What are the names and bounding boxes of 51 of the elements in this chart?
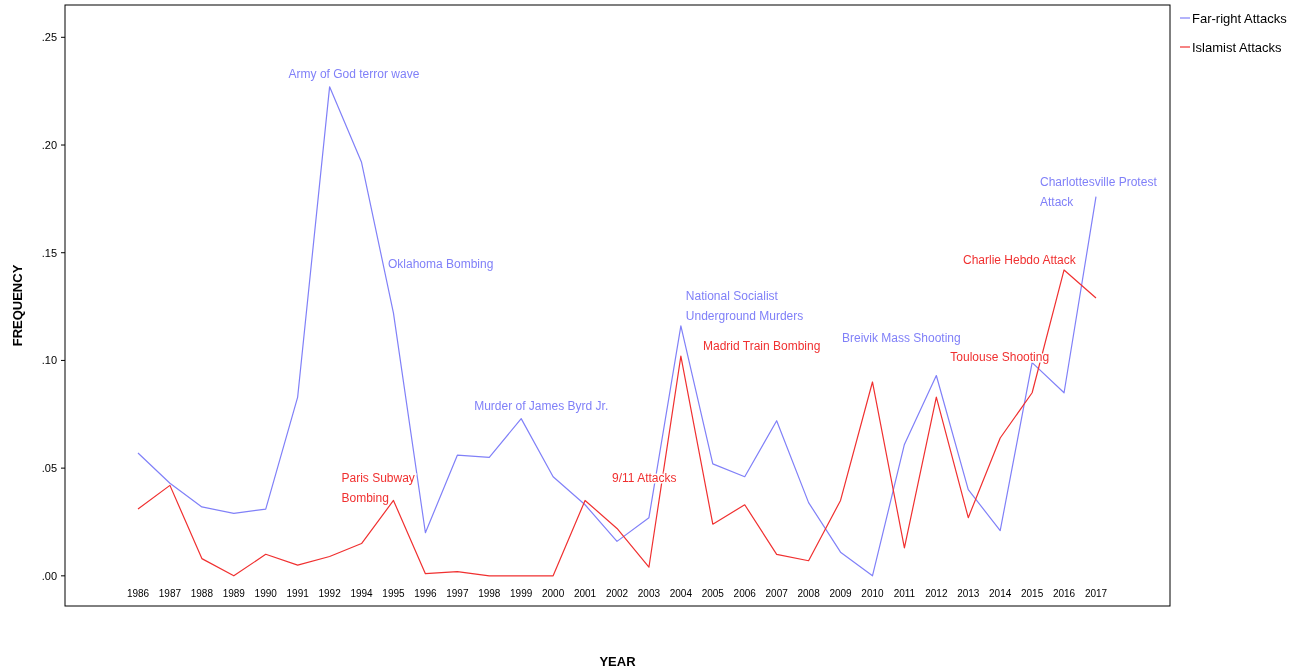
x-tick-label: 2014 bbox=[989, 588, 1012, 599]
annotation: Charlie Hebdo Attack bbox=[963, 253, 1077, 267]
x-axis-title: YEAR bbox=[599, 654, 637, 669]
x-tick-label: 1992 bbox=[318, 588, 342, 599]
x-tick-label: 2011 bbox=[893, 588, 916, 599]
x-tick-label: 1986 bbox=[126, 588, 150, 599]
y-tick-label: .05 bbox=[41, 461, 57, 474]
x-tick-label: 2017 bbox=[1084, 588, 1108, 599]
x-tick-label: 1988 bbox=[190, 588, 214, 599]
x-tick-label: 1987 bbox=[158, 588, 182, 599]
y-tick-label: .25 bbox=[41, 31, 57, 44]
x-tick-label: 2009 bbox=[829, 588, 853, 599]
x-tick-label: 1997 bbox=[446, 588, 469, 599]
x-tick-label: 2006 bbox=[733, 588, 757, 599]
annotation: National Socialist Underground Murders bbox=[685, 288, 804, 323]
annotation: Paris Subway Bombing bbox=[341, 471, 415, 506]
annotation: Oklahoma Bombing bbox=[388, 257, 494, 271]
x-tick-label: 2015 bbox=[1021, 588, 1044, 599]
x-tick-label: 1995 bbox=[382, 588, 406, 599]
x-tick-label: 2013 bbox=[957, 588, 980, 599]
x-tick-label: 2008 bbox=[797, 588, 821, 599]
annotation: Murder of James Byrd Jr. bbox=[474, 398, 609, 413]
x-tick-label: 2016 bbox=[1052, 588, 1076, 599]
line-series bbox=[137, 269, 1097, 577]
y-tick-label: .10 bbox=[41, 354, 57, 367]
x-tick-label: 1996 bbox=[414, 588, 437, 599]
y-tick-label: .20 bbox=[41, 138, 57, 151]
x-tick-label: 1994 bbox=[350, 588, 374, 599]
legend-label: Far-right Attacks bbox=[1192, 10, 1288, 26]
x-tick-label: 2010 bbox=[861, 588, 885, 599]
y-tick-label: .00 bbox=[41, 569, 57, 582]
y-axis-title: FREQUENCY bbox=[10, 264, 25, 347]
annotation: Madrid Train Bombing bbox=[703, 339, 821, 353]
x-tick-label: 1990 bbox=[254, 588, 278, 599]
x-tick-label: 2012 bbox=[925, 588, 948, 599]
annotation: Army of God terror wave bbox=[288, 66, 420, 81]
annotation: Breivik Mass Shooting bbox=[842, 331, 961, 345]
x-tick-label: 1989 bbox=[222, 588, 246, 599]
x-tick-label: 1998 bbox=[478, 588, 501, 599]
y-tick-label: .15 bbox=[41, 246, 57, 259]
x-tick-label: 2001 bbox=[573, 588, 597, 599]
x-tick-label: 2000 bbox=[542, 588, 565, 599]
x-tick-label: 2004 bbox=[669, 588, 693, 599]
x-tick-label: 2002 bbox=[605, 588, 629, 599]
x-tick-label: 1999 bbox=[510, 588, 533, 599]
legend-label: Islamist Attacks bbox=[1192, 39, 1283, 55]
annotation: Charlottesville Protest Attack bbox=[1040, 174, 1158, 209]
x-tick-label: 2007 bbox=[765, 588, 789, 599]
x-tick-label: 1991 bbox=[286, 588, 310, 599]
x-tick-label: 2005 bbox=[701, 588, 725, 599]
x-tick-label: 2003 bbox=[637, 588, 661, 599]
